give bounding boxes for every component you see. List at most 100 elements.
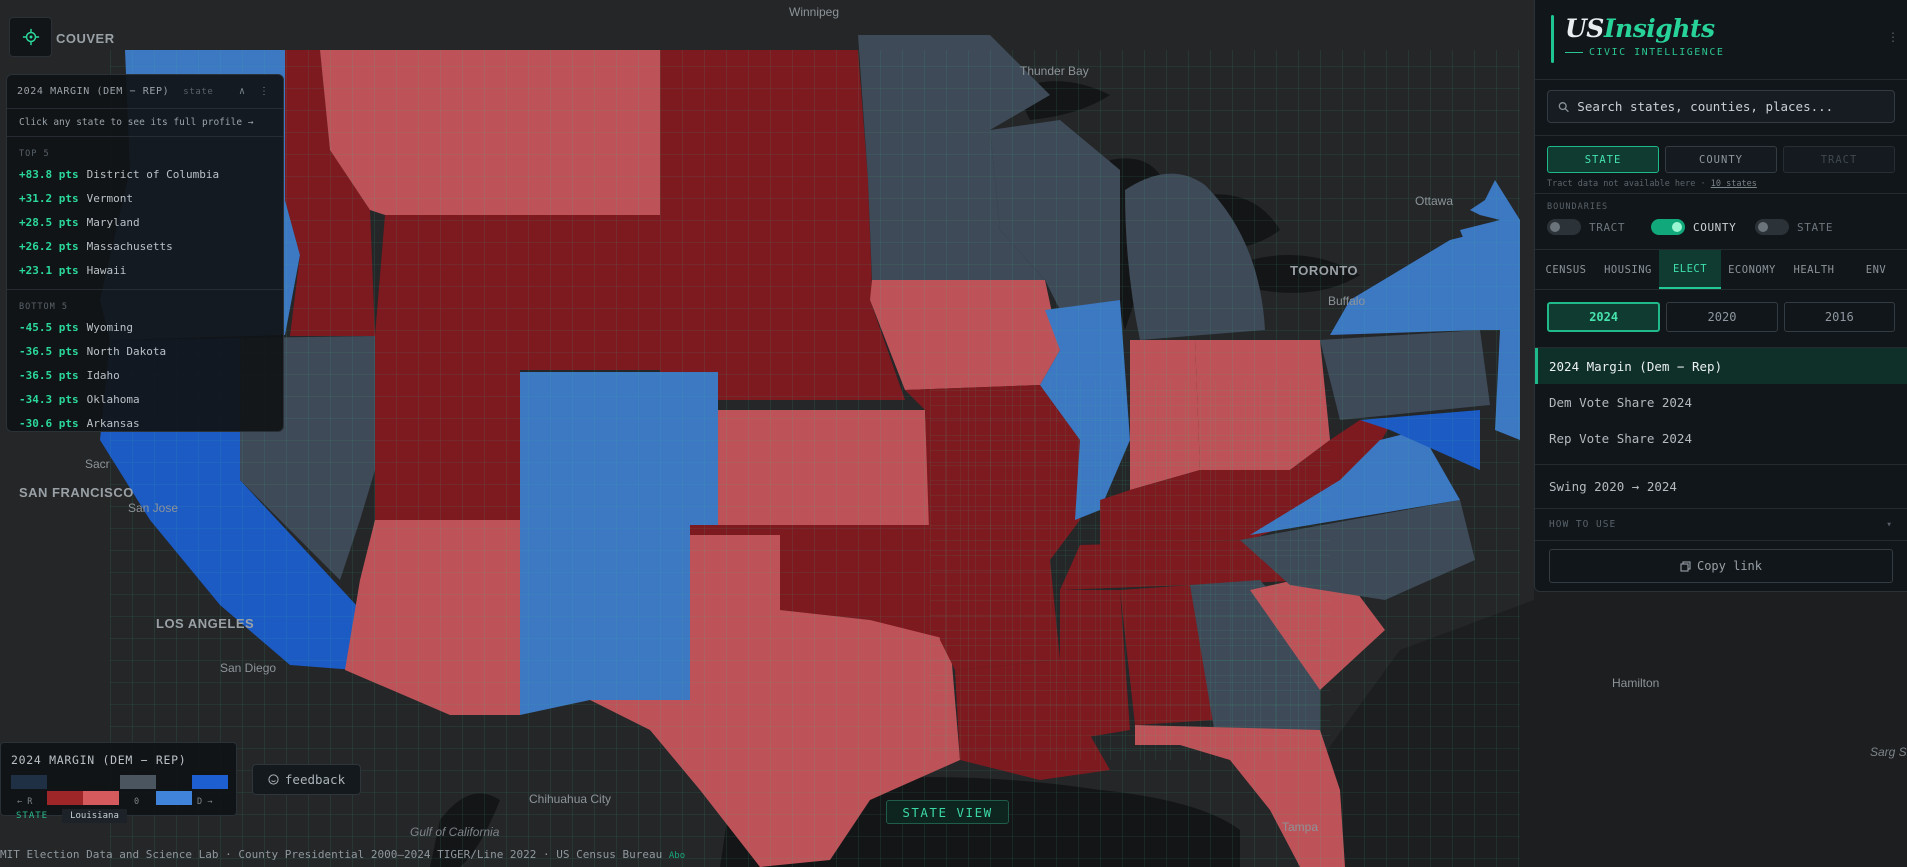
breadcrumb-level[interactable]: STATE — [16, 811, 49, 821]
map-label-toronto: TORONTO — [1290, 263, 1358, 278]
map-label-los-angeles: LOS ANGELES — [156, 616, 254, 631]
rank-value: +23.1 pts — [19, 264, 79, 277]
state-southdakota — [660, 180, 872, 300]
rank-value: +28.5 pts — [19, 216, 79, 229]
more-menu-icon[interactable]: ⋮ — [1887, 30, 1899, 44]
rank-value: -30.6 pts — [19, 417, 79, 430]
legend-swatches — [11, 775, 228, 809]
geo-level-tract-button[interactable]: TRACT — [1783, 146, 1895, 173]
map-label-couver: COUVER — [56, 31, 115, 46]
legend-title: 2024 MARGIN (DEM − REP) — [11, 753, 187, 767]
rank-row[interactable]: +28.5 pts Maryland — [7, 211, 283, 235]
state-view-badge[interactable]: STATE VIEW — [886, 800, 1009, 824]
ranking-hint: Click any state to see its full profile … — [7, 109, 283, 137]
rank-row[interactable]: +83.8 pts District of Columbia — [7, 163, 283, 187]
tab-env[interactable]: ENV — [1865, 263, 1887, 276]
rank-state-name: District of Columbia — [86, 168, 220, 181]
tab-economy[interactable]: ECONOMY — [1728, 263, 1776, 276]
sidebar: USInsights CIVIC INTELLIGENCE ⋮ STATE CO… — [1534, 0, 1907, 592]
geo-level-county-button[interactable]: COUNTY — [1665, 146, 1777, 173]
rank-row[interactable]: -34.3 pts Oklahoma — [7, 388, 283, 412]
map-label-winnipeg: Winnipeg — [789, 5, 839, 19]
tab-health[interactable]: HEALTH — [1793, 263, 1835, 276]
breadcrumb-state[interactable]: Louisiana — [62, 809, 127, 823]
toggle-switch[interactable] — [1755, 219, 1789, 235]
year-2020-button[interactable]: 2020 — [1666, 302, 1778, 332]
top-five-list: +83.8 pts District of Columbia +31.2 pts V… — [7, 163, 283, 283]
app-tagline: CIVIC INTELLIGENCE — [1565, 47, 1907, 58]
category-tabs: CENSUS HOUSING ELECT ECONOMY HEALTH ENV — [1535, 250, 1907, 290]
metric-margin-2024[interactable]: 2024 Margin (Dem − Rep) — [1535, 348, 1907, 384]
rank-row[interactable]: -36.5 pts Idaho — [7, 364, 283, 388]
map-label-san-diego: San Diego — [220, 661, 276, 675]
map-label-buffalo: Buffalo — [1328, 294, 1365, 308]
divider — [7, 289, 283, 290]
legend-swatch — [11, 775, 47, 789]
metric-rep-share-2024[interactable]: Rep Vote Share 2024 — [1549, 430, 1692, 446]
ranking-panel-title: 2024 MARGIN (DEM − REP) — [17, 86, 170, 97]
toggle-tract[interactable]: TRACT — [1547, 219, 1651, 235]
copy-icon — [1680, 560, 1691, 572]
legend-swatch — [83, 791, 120, 805]
search-box[interactable] — [1547, 90, 1895, 123]
rank-row[interactable]: -30.6 pts Arkansas — [7, 412, 283, 436]
map-label-gulf: Gulf of California — [410, 825, 500, 839]
rank-row[interactable]: -45.5 pts Wyoming — [7, 316, 283, 340]
geo-level-state-button[interactable]: STATE — [1547, 146, 1659, 173]
toggle-county[interactable]: COUNTY — [1651, 219, 1755, 235]
map-label-ottawa: Ottawa — [1415, 194, 1453, 208]
tab-housing[interactable]: HOUSING — [1604, 263, 1652, 276]
legend-swatch — [47, 791, 84, 805]
map-label-sargasso: Sarg Se — [1870, 745, 1907, 759]
map-label-hamilton: Hamilton — [1612, 676, 1659, 690]
feedback-label: feedback — [284, 772, 346, 787]
geography-level-section: STATE COUNTY TRACT Tract data not availa… — [1535, 136, 1907, 194]
ranking-panel-subtitle: state — [183, 86, 214, 97]
rank-state-name: North Dakota — [86, 345, 167, 358]
state-newmexico — [520, 525, 690, 715]
smile-icon — [268, 774, 279, 785]
how-to-use-toggle[interactable]: HOW TO USE ▾ — [1535, 509, 1907, 541]
bottom-five-list: -45.5 pts Wyoming -36.5 pts North Dakota -… — [7, 316, 283, 436]
rank-row[interactable]: +23.1 pts Hawaii — [7, 259, 283, 283]
year-2024-button[interactable]: 2024 — [1547, 302, 1661, 332]
copy-link-button[interactable]: Copy link — [1549, 549, 1893, 583]
attribution: MIT Election Data and Science Lab · Coun… — [0, 848, 685, 864]
metric-swing-2020-2024[interactable]: Swing 2020 → 2024 — [1535, 464, 1907, 508]
top-five-label: TOP 5 — [19, 149, 50, 159]
how-to-use-label: HOW TO USE — [1549, 519, 1617, 530]
tab-elect[interactable]: ELECT — [1659, 250, 1721, 289]
ranking-panel-controls[interactable]: ∧ ⋮ — [238, 86, 273, 97]
map-label-tampa: Tampa — [1282, 820, 1318, 834]
attribution-link[interactable]: Abo — [668, 851, 686, 861]
rank-state-name: Arkansas — [86, 417, 140, 430]
geo-note-link[interactable]: 10 states — [1710, 179, 1757, 189]
rank-row[interactable]: -36.5 pts North Dakota — [7, 340, 283, 364]
toggle-switch[interactable] — [1547, 219, 1581, 235]
legend-right-end: D → — [197, 797, 213, 807]
metric-dem-share-2024[interactable]: Dem Vote Share 2024 — [1549, 394, 1692, 410]
rank-value: +83.8 pts — [19, 168, 79, 181]
year-selector: 2024 2020 2016 — [1535, 290, 1907, 348]
boundaries-section: BOUNDARIES TRACT COUNTY STATE — [1535, 194, 1907, 250]
logo-us: US — [1565, 14, 1604, 43]
ranking-panel-header: 2024 MARGIN (DEM − REP) state ∧ ⋮ — [7, 75, 283, 109]
search-icon — [1558, 101, 1569, 112]
map-label-thunder-bay: Thunder Bay — [1020, 64, 1089, 78]
feedback-button[interactable]: feedback — [252, 764, 361, 795]
rank-value: -36.5 pts — [19, 369, 79, 382]
copy-link-label: Copy link — [1696, 559, 1763, 573]
locate-button[interactable] — [9, 17, 52, 57]
rank-state-name: Hawaii — [86, 264, 127, 277]
rank-state-name: Idaho — [86, 369, 120, 382]
tab-census[interactable]: CENSUS — [1545, 263, 1587, 276]
toggle-switch[interactable] — [1651, 219, 1685, 235]
year-2016-button[interactable]: 2016 — [1783, 302, 1895, 332]
toggle-state[interactable]: STATE — [1755, 219, 1859, 235]
attribution-text: MIT Election Data and Science Lab · Coun… — [0, 848, 663, 861]
state-indiana — [1130, 340, 1200, 490]
rank-row[interactable]: +26.2 pts Massachusetts — [7, 235, 283, 259]
rank-row[interactable]: +31.2 pts Vermont — [7, 187, 283, 211]
search-input[interactable] — [1577, 99, 1884, 114]
bottom-five-label: BOTTOM 5 — [19, 302, 68, 312]
